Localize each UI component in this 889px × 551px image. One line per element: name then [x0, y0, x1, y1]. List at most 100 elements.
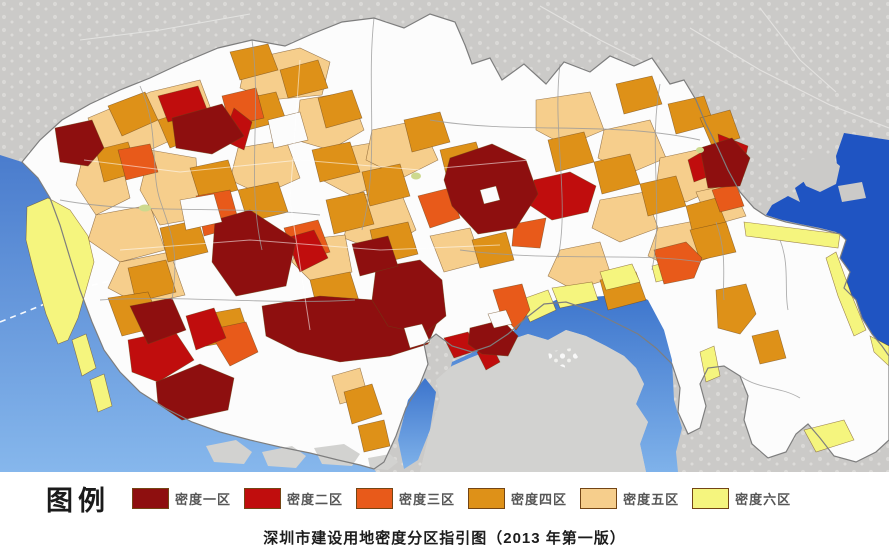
map-shape [599, 263, 641, 291]
map-shape [751, 329, 787, 365]
map-shape [71, 333, 97, 377]
map-shape [739, 375, 801, 399]
map-shape [715, 221, 725, 301]
map-shape [838, 182, 866, 202]
map-shape [403, 323, 431, 349]
legend-swatch-zone6 [692, 488, 730, 509]
map-shape [689, 27, 889, 129]
park-specks [139, 147, 704, 212]
map-shape [557, 63, 563, 259]
map-shape [325, 191, 375, 235]
map-shape [511, 217, 547, 249]
parcels-density-zone1 [54, 103, 751, 421]
map-shape [548, 348, 580, 368]
map-shape [54, 119, 105, 167]
legend-item-label: 密度六区 [735, 492, 792, 507]
legend-item-zone4: 密度四区 [468, 488, 567, 509]
map-shape [479, 185, 501, 205]
map-shape [689, 221, 737, 261]
legend: 图例 密度一区 密度二区 密度三区 密度四区 密度五区 密度六区 [46, 479, 804, 518]
map-shape [117, 143, 159, 181]
district-borders [59, 17, 801, 399]
map-shape [317, 89, 363, 129]
legend-swatch-zone5 [580, 488, 618, 509]
legend-swatch-zone3 [356, 488, 394, 509]
map-shape [653, 241, 703, 285]
map-shape [139, 85, 176, 301]
map-shape [411, 172, 421, 180]
map-shape [25, 197, 95, 345]
map-shape [584, 362, 608, 380]
map-shape [79, 13, 251, 41]
map-shape [89, 373, 113, 413]
map-shape [371, 259, 447, 335]
map-shape [779, 239, 789, 311]
map-shape [591, 191, 659, 243]
legend-item-label: 密度五区 [623, 492, 680, 507]
map-shape [351, 235, 399, 277]
map-shape [83, 159, 531, 173]
map-shape [471, 231, 515, 269]
legend-item-label: 密度二区 [287, 492, 344, 507]
legend-title: 图例 [46, 486, 110, 516]
legend-swatch-zone4 [468, 488, 506, 509]
map-shape [251, 39, 263, 251]
map-shape [59, 199, 321, 216]
map-shape [651, 83, 661, 271]
map-shape [289, 59, 311, 331]
map-shape [459, 249, 701, 263]
shenzhen-density-map [0, 0, 889, 472]
map-shape [262, 446, 306, 468]
parcels-density-zone6 [25, 197, 889, 453]
map-shape [185, 307, 227, 351]
map-shape [696, 147, 704, 153]
legend-item-zone3: 密度三区 [356, 488, 455, 509]
map-shape [119, 239, 501, 251]
map-shape [171, 103, 245, 155]
map-shape [869, 335, 889, 367]
hongkong-region [206, 330, 648, 472]
map-shape [267, 111, 309, 149]
legend-item-zone1: 密度一区 [132, 488, 231, 509]
legend-item-label: 密度三区 [399, 492, 456, 507]
map-shape [343, 383, 383, 425]
map-shape [127, 259, 177, 303]
map-shape [487, 309, 513, 329]
map-shape [615, 75, 663, 115]
map-shape [357, 419, 391, 453]
map-shape [743, 221, 841, 249]
map-shape [403, 111, 451, 153]
map-shape [179, 193, 223, 231]
map-area [0, 0, 889, 472]
legend-item-label: 密度一区 [175, 492, 232, 507]
legend-item-zone2: 密度二区 [244, 488, 343, 509]
map-shape [361, 17, 375, 231]
legend-item-label: 密度四区 [511, 492, 568, 507]
map-shape [314, 444, 360, 466]
map-shape [99, 298, 356, 302]
legend-item-zone6: 密度六区 [692, 488, 791, 509]
parcels-white-gaps [179, 111, 513, 349]
road-lines [83, 59, 531, 331]
legend-swatch-zone1 [132, 488, 169, 509]
map-shape [361, 163, 411, 207]
daya-bay-harbor [798, 156, 866, 202]
map-shape [279, 59, 329, 99]
map-shape [211, 209, 297, 297]
map-shape [539, 5, 661, 71]
map-shape [547, 241, 613, 291]
map-shape [556, 378, 580, 394]
map-shape [429, 119, 701, 141]
map-shape [803, 419, 855, 453]
map-shape [139, 204, 151, 212]
map-shape [206, 440, 252, 464]
map-shape [699, 109, 741, 147]
map-shape [759, 7, 837, 93]
legend-item-zone5: 密度五区 [580, 488, 679, 509]
map-shape [715, 283, 757, 335]
map-shape [798, 156, 840, 192]
legend-swatch-zone2 [244, 488, 282, 509]
map-caption: 深圳市建设用地密度分区指引图（2013 年第一版） [263, 530, 626, 547]
map-shape [129, 297, 187, 345]
